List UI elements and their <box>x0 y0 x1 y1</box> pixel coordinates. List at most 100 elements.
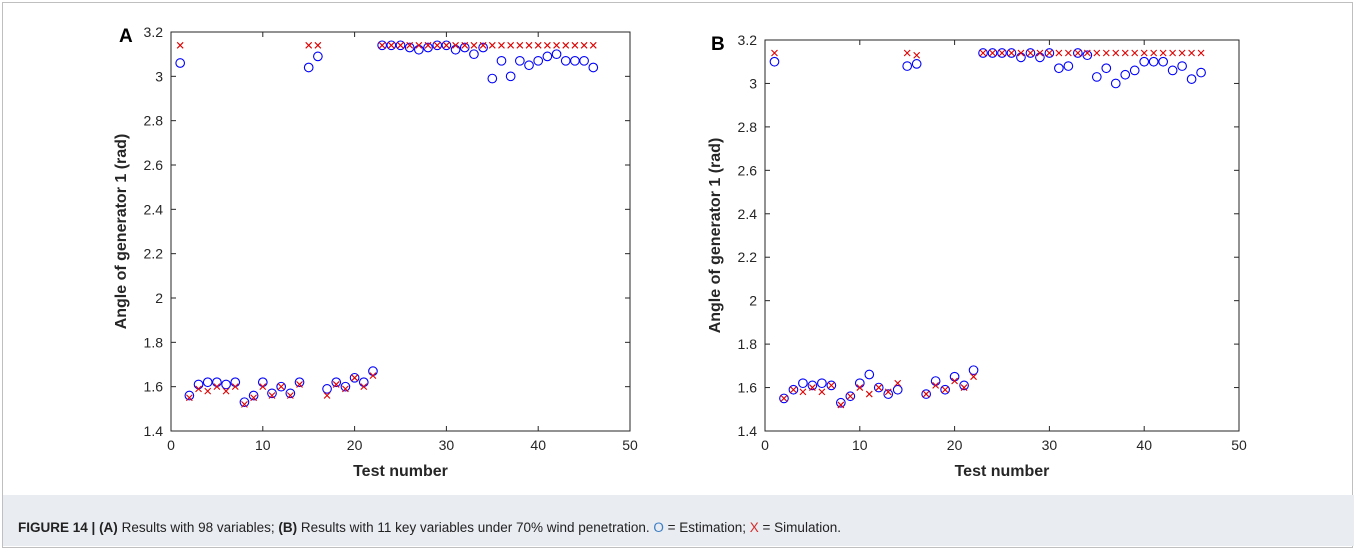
estimation-point <box>294 377 305 388</box>
y-axis-label: Angle of generator 1 (rad) <box>707 138 724 334</box>
estimation-point <box>1120 69 1131 80</box>
simulation-point <box>443 41 450 49</box>
simulation-point <box>516 41 524 49</box>
estimation-point <box>478 42 488 53</box>
y-tick-label: 3.2 <box>144 24 164 40</box>
y-tick-label: 2.4 <box>738 206 758 222</box>
simulation-point <box>837 401 845 409</box>
simulation-point <box>1112 49 1120 57</box>
simulation-point <box>818 388 826 396</box>
estimation-point <box>1101 63 1112 74</box>
simulation-point <box>433 41 441 49</box>
y-tick-label: 2.4 <box>144 201 164 217</box>
simulation-point <box>1150 49 1158 57</box>
x-tick-label: 10 <box>852 437 868 453</box>
simulation-point <box>470 41 478 49</box>
estimation-point <box>386 40 397 51</box>
simulation-point <box>960 384 968 391</box>
estimation-point <box>395 40 406 51</box>
y-tick-label: 2.8 <box>144 113 164 129</box>
estimation-point <box>845 391 856 402</box>
simulation-point <box>1178 49 1186 57</box>
estimation-point <box>1110 78 1121 89</box>
estimation-point <box>1025 48 1036 58</box>
estimation-point <box>873 382 884 393</box>
estimation-point <box>248 390 259 401</box>
estimation-point <box>997 48 1007 58</box>
estimation-point <box>175 58 186 68</box>
caption-simulation-symbol: X <box>749 520 759 535</box>
estimation-point <box>769 56 780 67</box>
simulation-point <box>507 41 515 49</box>
estimation-point <box>826 380 837 391</box>
simulation-point <box>342 385 349 393</box>
estimation-point <box>1167 65 1178 76</box>
simulation-point <box>213 383 221 391</box>
estimation-point <box>349 372 360 383</box>
simulation-point <box>932 381 940 389</box>
estimation-point <box>459 42 470 53</box>
simulation-point <box>1121 49 1129 57</box>
estimation-point <box>1129 65 1140 76</box>
estimation-point <box>267 388 277 399</box>
simulation-point <box>479 41 487 49</box>
simulation-point <box>1140 49 1148 57</box>
estimation-point <box>514 55 525 66</box>
x-tick-label: 10 <box>255 437 271 453</box>
x-tick-label: 50 <box>622 437 638 453</box>
simulation-point <box>884 388 892 396</box>
simulation-point <box>1055 49 1063 57</box>
simulation-point <box>525 41 533 49</box>
simulation-point <box>809 384 816 391</box>
y-tick-label: 2.6 <box>738 162 758 178</box>
y-tick-label: 1.6 <box>738 380 758 396</box>
estimation-point <box>533 55 544 66</box>
x-tick-label: 40 <box>530 437 546 453</box>
plot-area-frame <box>764 39 1240 432</box>
simulation-point <box>856 384 864 391</box>
simulation-point <box>1027 49 1034 57</box>
simulation-point <box>250 394 258 402</box>
y-tick-label: 1.4 <box>738 423 758 439</box>
simulation-point <box>875 384 883 391</box>
simulation-point <box>903 49 911 57</box>
estimation-point <box>817 378 827 389</box>
caption-a-label: (A) <box>99 520 118 535</box>
simulation-point <box>998 49 1006 57</box>
estimation-point <box>524 60 534 71</box>
estimation-point <box>551 49 562 60</box>
estimation-point <box>1006 48 1017 58</box>
estimation-point <box>542 51 553 62</box>
y-tick-label: 3 <box>155 68 163 84</box>
estimation-point <box>588 62 599 73</box>
y-axis-label: Angle of generator 1 (rad) <box>113 134 130 330</box>
simulation-point <box>790 386 797 394</box>
y-tick-label: 1.4 <box>144 423 164 439</box>
simulation-point <box>387 41 395 49</box>
simulation-point <box>1046 49 1053 57</box>
simulation-point <box>894 379 902 387</box>
estimation-point <box>1072 48 1083 58</box>
estimation-point <box>1054 63 1064 74</box>
estimation-point <box>864 369 875 380</box>
simulation-point <box>580 41 588 49</box>
simulation-point <box>562 41 570 49</box>
caption-estimation-text: = Estimation; <box>663 520 750 535</box>
simulation-point <box>989 49 996 57</box>
estimation-point <box>1196 67 1206 78</box>
x-axis-label: Test number <box>955 463 1050 480</box>
estimation-point <box>1158 56 1169 67</box>
simulation-point <box>231 383 239 391</box>
x-tick-label: 50 <box>1231 437 1247 453</box>
x-tick-label: 20 <box>947 437 963 453</box>
simulation-point <box>1188 49 1195 57</box>
estimation-point <box>313 51 323 62</box>
estimation-point <box>404 42 415 53</box>
x-tick-label: 20 <box>347 437 363 453</box>
simulation-point <box>589 41 597 49</box>
y-tick-label: 2.2 <box>738 249 758 265</box>
simulation-point <box>369 372 377 379</box>
chart-panel-b: 0 10 20 30 40 50 1.4 1.6 1.8 2 2.2 2.4 2.6 2.8 3 3.2 Tes… <box>707 32 1247 480</box>
simulation-point <box>979 49 987 57</box>
estimation-point <box>1063 61 1074 71</box>
